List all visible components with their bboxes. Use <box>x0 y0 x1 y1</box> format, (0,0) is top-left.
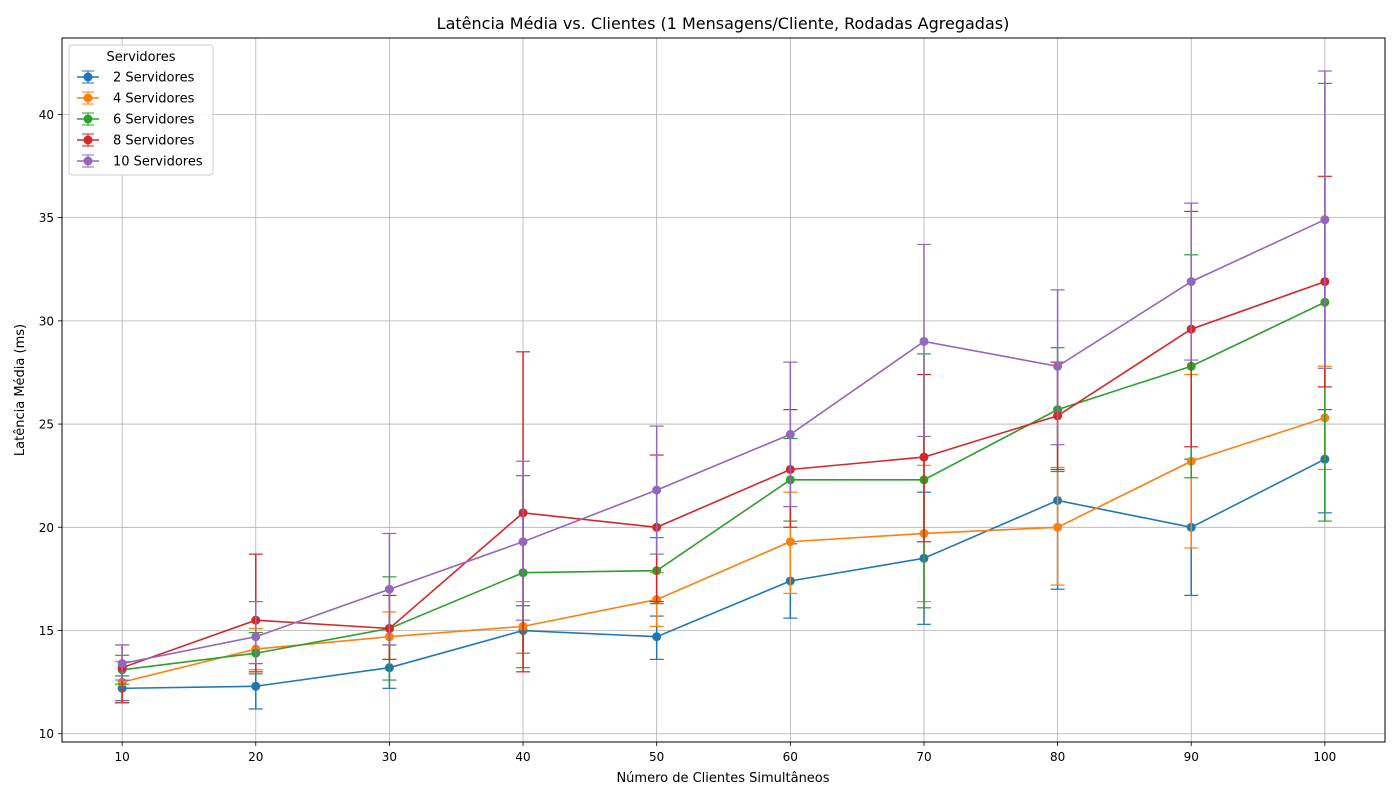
legend-marker <box>83 93 93 103</box>
series-2 <box>115 365 1332 704</box>
grid <box>62 38 1385 742</box>
legend-item: 4 Servidores <box>77 91 195 107</box>
data-point <box>1053 522 1063 532</box>
legend-item: 8 Servidores <box>77 133 195 149</box>
data-point <box>251 632 261 642</box>
legend: Servidores 2 Servidores 4 Servidores 6 Ser… <box>68 44 214 176</box>
x-tick-label: 40 <box>515 750 530 764</box>
data-point <box>652 632 662 642</box>
series-line <box>122 301 1326 671</box>
x-tick-label: 70 <box>916 750 931 764</box>
legend-item: 2 Servidores <box>77 70 195 86</box>
data-point <box>919 336 929 346</box>
x-axis-label: Número de Clientes Simultâneos <box>616 771 829 786</box>
legend-items: 2 Servidores 4 Servidores 6 Servidores 8 Se… <box>77 70 203 170</box>
legend-label: 4 Servidores <box>113 92 195 107</box>
y-tick-label: 40 <box>39 108 54 122</box>
series-4 <box>115 175 1332 704</box>
data-point <box>384 584 394 594</box>
legend-box <box>68 44 214 176</box>
y-axis-label: Latência Média (ms) <box>13 324 28 456</box>
legend-marker <box>83 72 93 82</box>
data-point <box>652 485 662 495</box>
legend-item: 10 Servidores <box>77 154 203 170</box>
data-point <box>1053 361 1063 371</box>
x-tick-label: 90 <box>1184 750 1199 764</box>
legend-label: 8 Servidores <box>113 134 195 149</box>
y-tick-label: 35 <box>39 211 54 225</box>
y-axis: 10 15 20 25 30 35 40 <box>39 108 62 741</box>
legend-label: 2 Servidores <box>113 71 195 86</box>
y-tick-label: 25 <box>39 418 54 432</box>
legend-item: 6 Servidores <box>77 112 195 128</box>
data-point <box>518 537 528 547</box>
series-1 <box>115 409 1332 710</box>
legend-title: Servidores <box>107 50 176 65</box>
legend-marker <box>83 156 93 166</box>
series-line <box>121 280 1326 669</box>
data-point <box>919 452 929 462</box>
x-tick-label: 80 <box>1050 750 1065 764</box>
data-point <box>117 659 127 669</box>
series-line <box>121 218 1326 665</box>
series-layer <box>115 70 1332 710</box>
data-point <box>1320 215 1330 225</box>
data-point <box>251 681 261 691</box>
legend-marker <box>83 114 93 124</box>
series-line <box>122 458 1326 690</box>
series-3 <box>115 82 1332 685</box>
data-point <box>785 429 795 439</box>
series-line <box>121 417 1326 683</box>
y-tick-label: 20 <box>39 521 54 535</box>
y-tick-label: 30 <box>39 314 54 328</box>
x-axis: 10 20 30 40 50 60 70 80 90 100 <box>114 742 1336 764</box>
chart-title: Latência Média vs. Clientes (1 Mensagens… <box>437 14 1010 33</box>
y-tick-label: 15 <box>39 624 54 638</box>
legend-label: 6 Servidores <box>113 113 195 128</box>
data-point <box>785 537 795 547</box>
x-tick-label: 20 <box>248 750 263 764</box>
x-tick-label: 50 <box>649 750 664 764</box>
plot-frame <box>61 37 1386 743</box>
legend-label: 10 Servidores <box>113 155 203 170</box>
x-tick-label: 10 <box>114 750 129 764</box>
data-point <box>1186 277 1196 287</box>
x-tick-label: 60 <box>783 750 798 764</box>
series-5 <box>115 70 1332 681</box>
y-tick-label: 10 <box>39 727 54 741</box>
legend-marker <box>83 135 93 145</box>
x-tick-label: 30 <box>382 750 397 764</box>
x-tick-label: 100 <box>1313 750 1336 764</box>
